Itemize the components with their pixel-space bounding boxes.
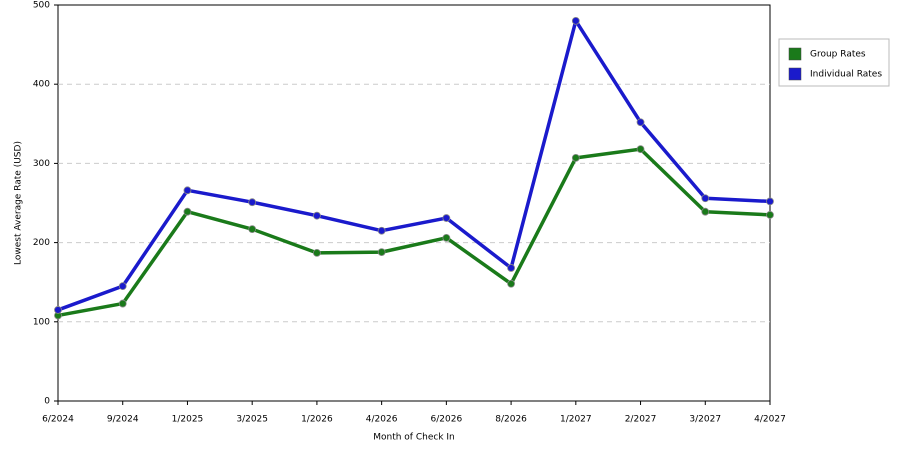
x-tick-label: 1/2026 (301, 415, 333, 425)
legend-label: Group Rates (810, 50, 866, 60)
series-line (57, 19, 771, 312)
data-point (313, 211, 321, 220)
x-tick-label: 9/2024 (107, 415, 139, 425)
x-tick-label: 4/2026 (366, 415, 398, 425)
legend-swatch (788, 47, 802, 61)
y-tick-label: 200 (33, 238, 50, 248)
data-point (507, 264, 515, 272)
data-point (442, 214, 451, 222)
data-point (54, 306, 62, 314)
data-point (183, 186, 192, 195)
series-line (57, 147, 771, 318)
data-point (636, 118, 645, 127)
data-point (571, 153, 580, 162)
y-tick-label: 300 (33, 159, 50, 169)
data-point (377, 248, 386, 257)
x-tick-label: 3/2025 (236, 415, 268, 425)
data-point (183, 207, 192, 216)
x-axis-label: Month of Check In (373, 433, 455, 443)
data-point (766, 197, 774, 206)
x-tick-label: 2/2027 (625, 415, 657, 425)
y-tick-label: 0 (44, 397, 50, 407)
data-point (248, 198, 257, 207)
legend-label: Individual Rates (810, 70, 882, 80)
x-tick-label: 1/2025 (172, 415, 204, 425)
data-point (636, 145, 645, 154)
x-tick-label: 4/2027 (754, 415, 786, 425)
data-point (507, 279, 515, 288)
x-tick-label: 6/2024 (42, 415, 74, 425)
data-point (442, 233, 451, 242)
data-point (766, 210, 774, 219)
data-point (118, 299, 127, 308)
x-tick-label: 8/2026 (495, 415, 527, 425)
data-point (313, 248, 321, 257)
x-tick-label: 6/2026 (431, 415, 463, 425)
plot-area (57, 4, 771, 402)
data-point (248, 225, 257, 234)
data-point (377, 226, 386, 235)
data-point (118, 282, 127, 291)
y-tick-label: 100 (33, 317, 50, 327)
x-tick-label: 1/2027 (560, 415, 592, 425)
data-point (701, 194, 710, 203)
y-tick-label: 500 (33, 1, 50, 11)
x-tick-label: 3/2027 (689, 415, 721, 425)
y-tick-label: 400 (33, 80, 50, 90)
legend-swatch (788, 67, 802, 81)
data-point (701, 207, 710, 216)
y-axis-label: Lowest Average Rate (USD) (14, 141, 24, 265)
data-point (571, 16, 580, 25)
